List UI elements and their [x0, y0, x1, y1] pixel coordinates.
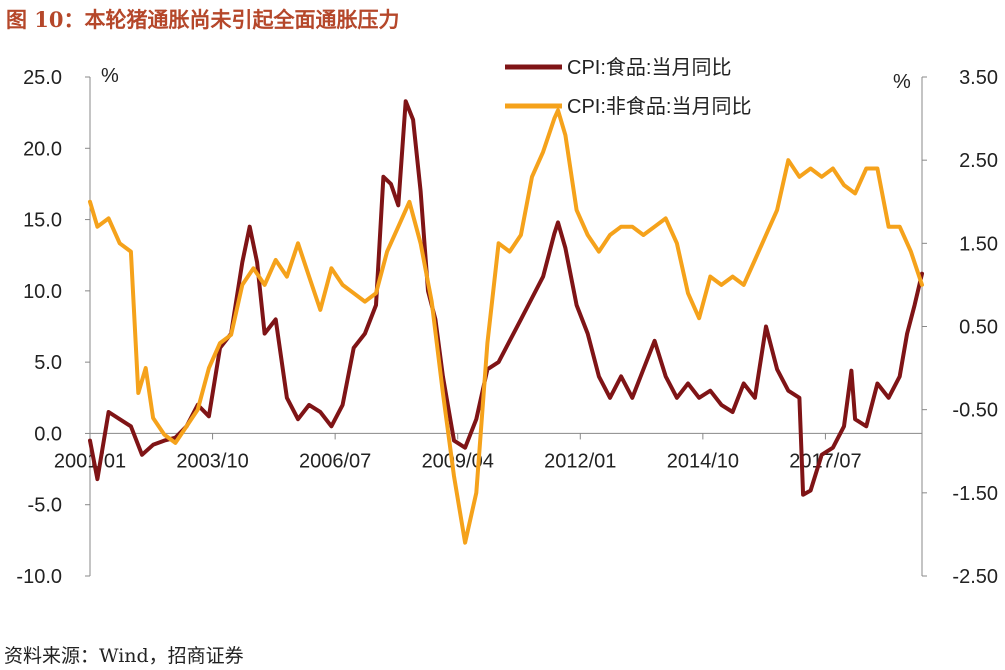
- x-tick-label: 2017/07: [789, 450, 861, 472]
- right-unit-label: %: [893, 71, 911, 93]
- right-tick-label: 2.50: [959, 150, 998, 172]
- right-tick-label: -1.50: [952, 483, 998, 505]
- left-tick-label: -10.0: [16, 566, 62, 588]
- left-tick-label: 10.0: [23, 281, 62, 303]
- figure-title: 图 10：本轮猪通胀尚未引起全面通胀压力: [6, 7, 400, 32]
- right-tick-label: 1.50: [959, 233, 998, 255]
- series-layer: [88, 99, 924, 545]
- series-line-nonfood-cpi: [88, 108, 924, 545]
- dual-axis-line-chart: 25.0 20.0 15.0 10.0 5.0 0.0 -5.0 -10.0 3.50 2.50 1…: [16, 56, 998, 588]
- x-tick-label: 2009/04: [422, 450, 494, 472]
- x-tick-label: 2006/07: [299, 450, 371, 472]
- legend-label: CPI:食品:当月同比: [567, 56, 731, 79]
- legend-label: CPI:非食品:当月同比: [567, 95, 751, 118]
- x-tick-label: 2001/01: [54, 450, 126, 472]
- source-note: 资料来源：Wind，招商证券: [4, 645, 244, 667]
- legend: CPI:食品:当月同比 CPI:非食品:当月同比: [505, 56, 751, 118]
- left-unit-label: %: [101, 65, 119, 87]
- x-tick-label: 2012/01: [544, 450, 616, 472]
- right-tick-label: 3.50: [959, 67, 998, 89]
- series-line-food-cpi: [88, 99, 924, 497]
- right-tick-label: -0.50: [952, 400, 998, 422]
- right-tick-label: -2.50: [952, 566, 998, 588]
- left-tick-label: 25.0: [23, 67, 62, 89]
- x-tick-label: 2014/10: [667, 450, 739, 472]
- axes: 25.0 20.0 15.0 10.0 5.0 0.0 -5.0 -10.0 3.50 2.50 1…: [16, 65, 998, 588]
- x-tick-label: 2003/10: [176, 450, 248, 472]
- left-tick-label: 5.0: [34, 352, 62, 374]
- left-tick-label: 20.0: [23, 138, 62, 160]
- left-tick-label: 0.0: [34, 423, 62, 445]
- left-tick-label: -5.0: [28, 495, 62, 517]
- left-tick-label: 15.0: [23, 210, 62, 232]
- right-tick-label: 0.50: [959, 317, 998, 339]
